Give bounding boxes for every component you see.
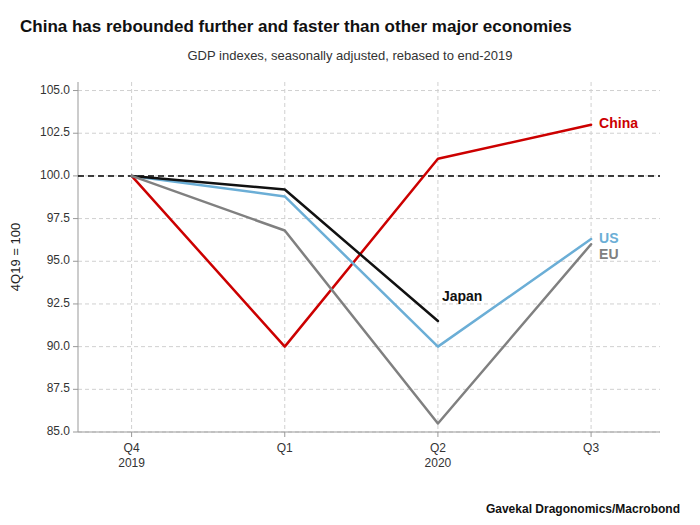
- chart: China has rebounded further and faster t…: [0, 0, 700, 525]
- grid: [78, 82, 660, 432]
- series-label: EU: [599, 246, 618, 262]
- series-line: [132, 176, 438, 321]
- y-axis-label: 4Q19 = 100: [8, 223, 23, 291]
- x-grid-line: [284, 82, 285, 432]
- series-label: Japan: [442, 288, 482, 304]
- y-grid-line: [78, 90, 660, 91]
- y-grid-line: [78, 389, 660, 390]
- y-tick: [73, 389, 78, 390]
- x-axis-line: [78, 432, 660, 433]
- y-tick-label: 90.0: [47, 339, 71, 353]
- y-tick-label: 100.0: [40, 168, 70, 182]
- y-tick-label: 102.5: [40, 125, 70, 139]
- y-tick: [73, 432, 78, 433]
- y-tick: [73, 133, 78, 134]
- y-grid-line: [78, 175, 660, 176]
- y-grid-line: [78, 218, 660, 219]
- series-label: China: [599, 115, 638, 131]
- y-tick-label: 85.0: [47, 424, 71, 438]
- x-axis: Q42019 Q1 Q22020 Q3: [118, 432, 599, 470]
- series-labels: Japan China USEU: [442, 115, 638, 303]
- x-grid-line: [131, 82, 132, 432]
- series-line: [132, 176, 591, 424]
- x-tick: [284, 432, 285, 437]
- y-grid-line: [78, 303, 660, 304]
- y-tick-label: 95.0: [47, 253, 71, 267]
- y-tick: [73, 303, 78, 304]
- y-tick: [73, 175, 78, 176]
- x-tick: [591, 432, 592, 437]
- x-tick-label: Q1: [277, 441, 293, 455]
- x-tick: [437, 432, 438, 437]
- y-tick-label: 87.5: [47, 381, 71, 395]
- x-tick-label: Q42019: [118, 441, 145, 470]
- y-tick-label: 105.0: [40, 83, 70, 97]
- x-tick: [131, 432, 132, 437]
- series-line: [132, 125, 591, 347]
- x-grid-line: [437, 82, 438, 432]
- y-tick-label: 92.5: [47, 296, 71, 310]
- y-grid-line: [78, 432, 660, 433]
- plot-area: [78, 125, 660, 424]
- y-grid-line: [78, 346, 660, 347]
- reference-line: [78, 175, 660, 177]
- series-label: US: [599, 230, 618, 246]
- x-tick-label: Q3: [583, 441, 599, 455]
- y-tick: [73, 218, 78, 219]
- source: Gavekal Dragonomics/Macrobond: [486, 502, 680, 516]
- y-tick: [73, 346, 78, 347]
- x-tick-label: Q22020: [425, 441, 452, 470]
- y-axis-line: [78, 82, 79, 432]
- x-grid-line: [591, 82, 592, 432]
- y-tick-label: 97.5: [47, 211, 71, 225]
- y-tick: [73, 90, 78, 91]
- y-axis: 85.0 87.5 90.0 92.5 95.0 97.5 100.0 102.5 105.0: [40, 83, 78, 438]
- subtitle: GDP indexes, seasonally adjusted, rebase…: [188, 48, 513, 63]
- y-tick: [73, 261, 78, 262]
- y-grid-line: [78, 133, 660, 134]
- title: China has rebounded further and faster t…: [20, 17, 572, 36]
